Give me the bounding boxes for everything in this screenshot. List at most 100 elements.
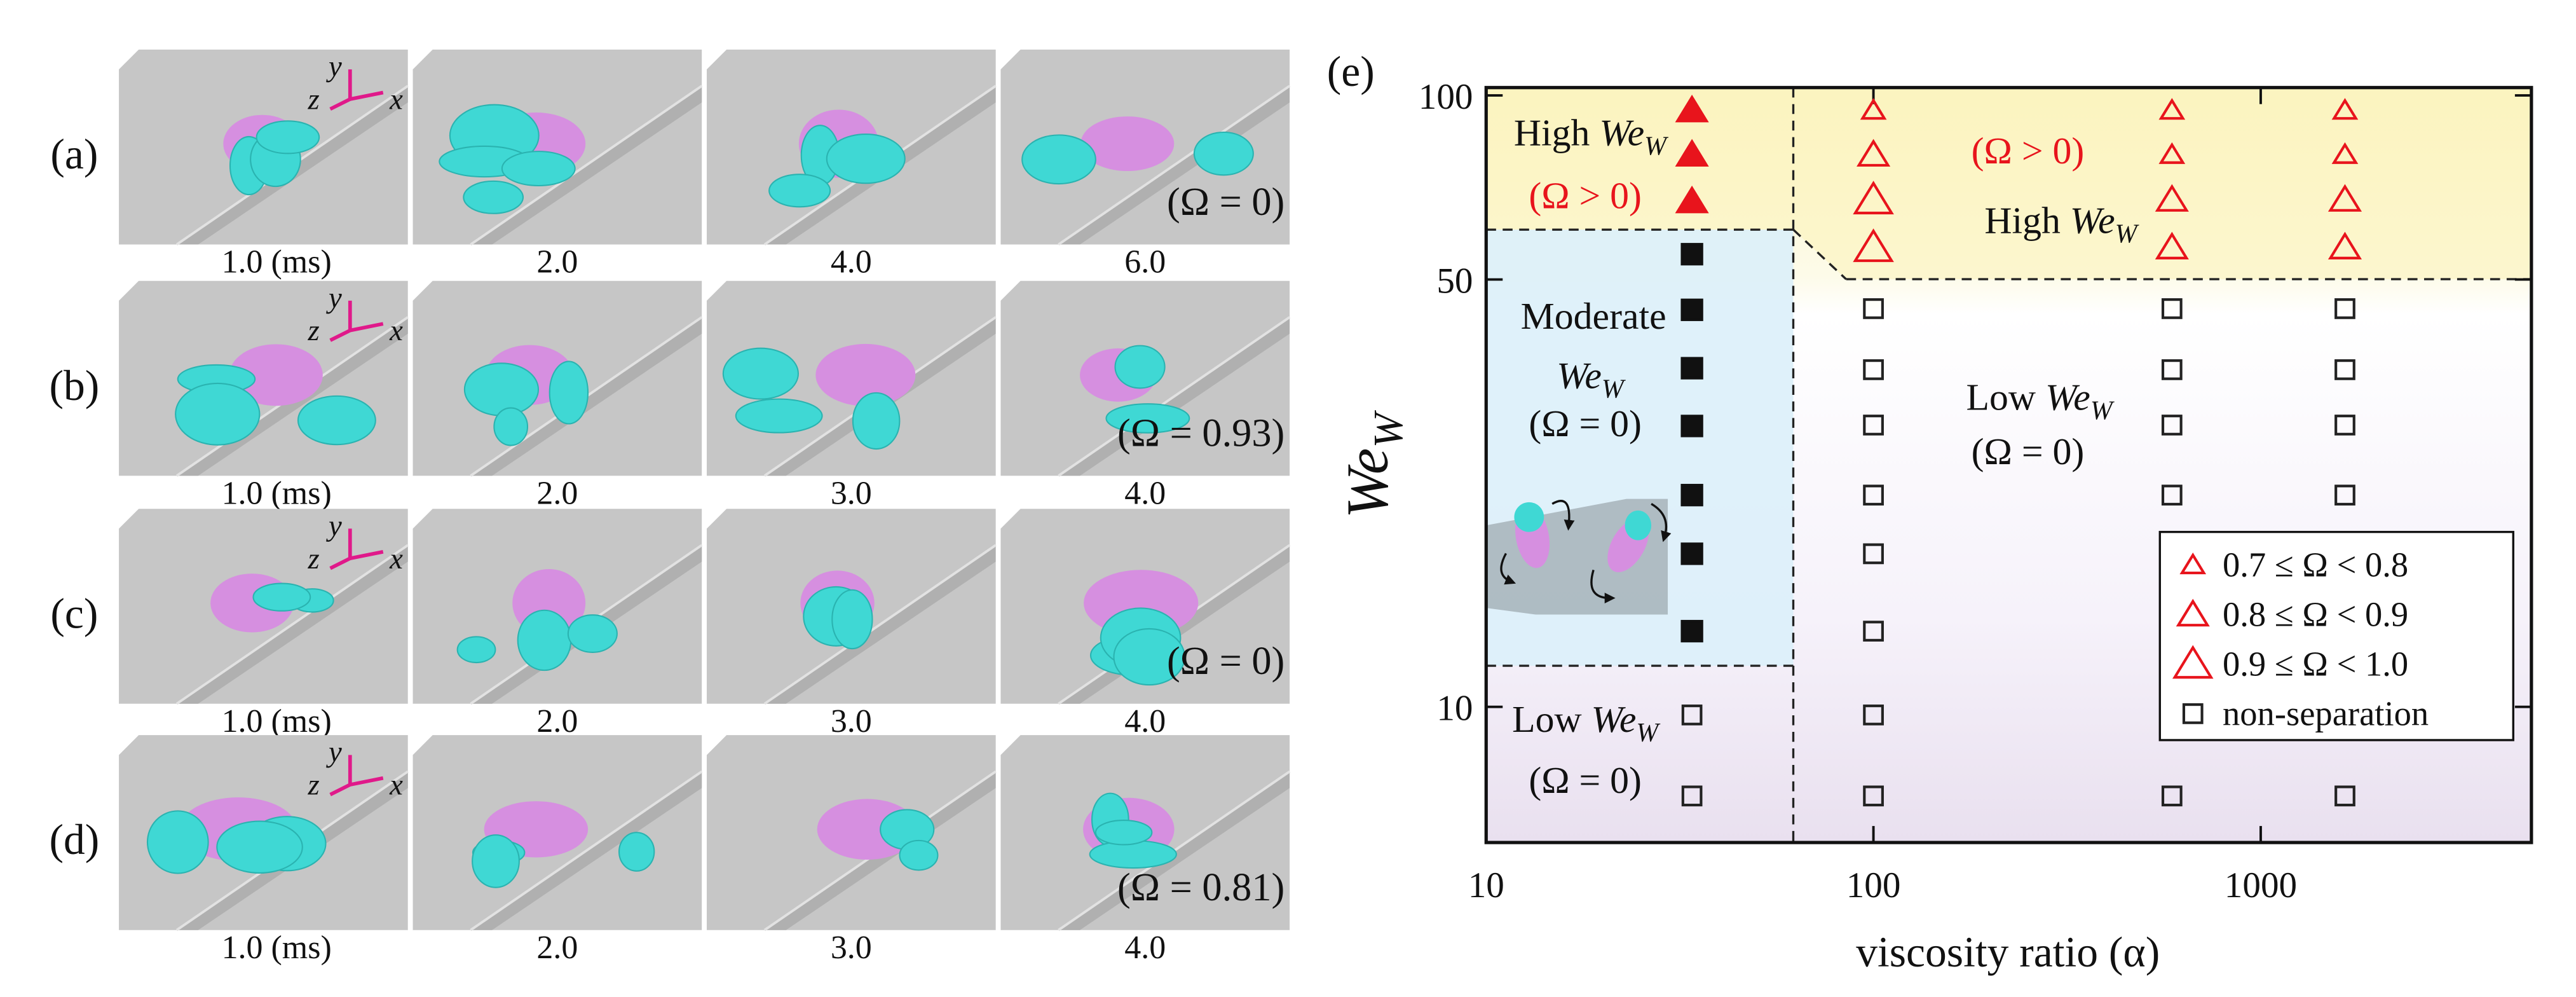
time-label: 1.0 (ms): [222, 475, 332, 511]
annotation-line: WeW: [1557, 355, 1626, 404]
time-label: 2.0: [536, 930, 578, 966]
time-label: 6.0: [1124, 244, 1166, 280]
time-label: 3.0: [831, 475, 872, 511]
square-marker: [2334, 298, 2355, 319]
triad-axis: [350, 549, 384, 560]
droplet-fragment: [1021, 134, 1096, 185]
chart: (e) viscosity ratio (α) 10 100 1000 10 50 100…: [1327, 48, 2533, 976]
text-part: W: [2115, 219, 2139, 249]
text-part: W: [1636, 719, 1660, 748]
triad-axis: [329, 97, 351, 111]
droplet-fragment: [463, 180, 524, 214]
square-marker: [1680, 298, 1703, 321]
droplet-core: [815, 343, 916, 406]
text-part: (Ω = 0): [1972, 430, 2085, 472]
droplet-fragment: [722, 347, 799, 400]
slab: [706, 509, 997, 705]
square-marker: [2161, 485, 2183, 506]
square-marker: [2161, 359, 2183, 380]
text-part: Low: [1966, 376, 2045, 418]
droplet-fragment: [831, 589, 873, 650]
triangle-marker: [2158, 142, 2186, 164]
droplet-fragment: [618, 832, 655, 872]
text-part: We: [2045, 376, 2090, 418]
x-tick-label: 10: [1468, 865, 1504, 905]
droplet-fragment: [501, 151, 576, 187]
plot-frame: [1484, 86, 2533, 844]
time-label: 2.0: [536, 703, 578, 739]
x-tick-label: 100: [1846, 865, 1901, 905]
annotation-line: High WeW: [1514, 112, 1668, 162]
ridge-edge: [175, 544, 409, 705]
triad-label: y: [326, 50, 342, 83]
triad-label: y: [326, 509, 342, 542]
droplet-fragment: [146, 810, 209, 874]
triad-axis: [329, 556, 351, 570]
square-marker: [1680, 415, 1703, 437]
square-marker: [2334, 415, 2355, 436]
ridge-edge: [763, 544, 997, 705]
omega-label: (Ω = 0): [1167, 180, 1285, 224]
text-part: We: [1599, 112, 1644, 154]
panel-label: (b): [50, 362, 100, 409]
annotation-line: (Ω = 0): [1529, 759, 1642, 801]
droplet-fragment: [826, 134, 906, 184]
square-marker: [1863, 543, 1884, 565]
square-marker: [1863, 298, 1884, 319]
droplet-fragment: [1105, 403, 1190, 434]
time-label: 4.0: [1124, 703, 1166, 739]
time-label: 3.0: [831, 930, 872, 966]
square-marker: [2334, 485, 2355, 506]
annotation-line: High WeW: [1984, 199, 2139, 249]
triangle-marker: [2155, 184, 2189, 212]
text-part: W: [2090, 396, 2115, 425]
inset-icon: [1486, 498, 1672, 615]
droplet-fragment: [735, 398, 823, 434]
text-part: We: [1557, 355, 1602, 397]
slab: [412, 509, 703, 705]
square-marker: [1863, 485, 1884, 506]
slab: [706, 49, 997, 246]
slab: [1000, 735, 1291, 932]
triangle-marker: [2172, 645, 2214, 679]
droplet-fragment: [768, 174, 831, 208]
square-marker: [2161, 415, 2183, 436]
slab: [412, 49, 703, 246]
droplet-core: [229, 344, 323, 406]
square-marker: [1681, 785, 1703, 807]
text-part: We: [1591, 698, 1637, 740]
omega-label: (Ω = 0.93): [1117, 411, 1285, 455]
droplet-fragment: [1094, 820, 1153, 846]
text-part: (Ω = 0): [1529, 759, 1642, 801]
ridge-edge: [470, 85, 703, 246]
droplet-fragment: [1089, 840, 1177, 869]
droplet-fragment: [567, 614, 618, 653]
slab: [706, 735, 997, 932]
droplet-fragment: [297, 395, 376, 446]
x-axis-label: viscosity ratio (α): [1856, 928, 2160, 976]
time-label: 4.0: [1124, 475, 1166, 511]
text-part: We: [1335, 448, 1400, 519]
triad-label: x: [389, 769, 403, 802]
square-marker: [2161, 785, 2183, 807]
panel-label: (c): [50, 589, 98, 637]
square-marker: [1863, 415, 1884, 436]
ridge-edge: [470, 770, 703, 932]
slab: [1000, 280, 1291, 477]
axis-triad: [329, 755, 384, 797]
axis-triad: [329, 528, 384, 570]
triangle-marker: [2155, 231, 2189, 259]
ridge-edge: [1058, 316, 1291, 477]
triangle-marker: [1675, 185, 1709, 214]
square-marker: [1680, 619, 1703, 643]
square-marker: [1863, 621, 1884, 642]
y-tick-label: 50: [1436, 261, 1473, 301]
axis-triad: [329, 300, 384, 342]
slab: [119, 49, 409, 246]
droplet-fragment: [1193, 131, 1254, 176]
text-part: Low: [1512, 698, 1591, 740]
slab: [119, 280, 409, 477]
panel-label: (e): [1327, 48, 1375, 95]
